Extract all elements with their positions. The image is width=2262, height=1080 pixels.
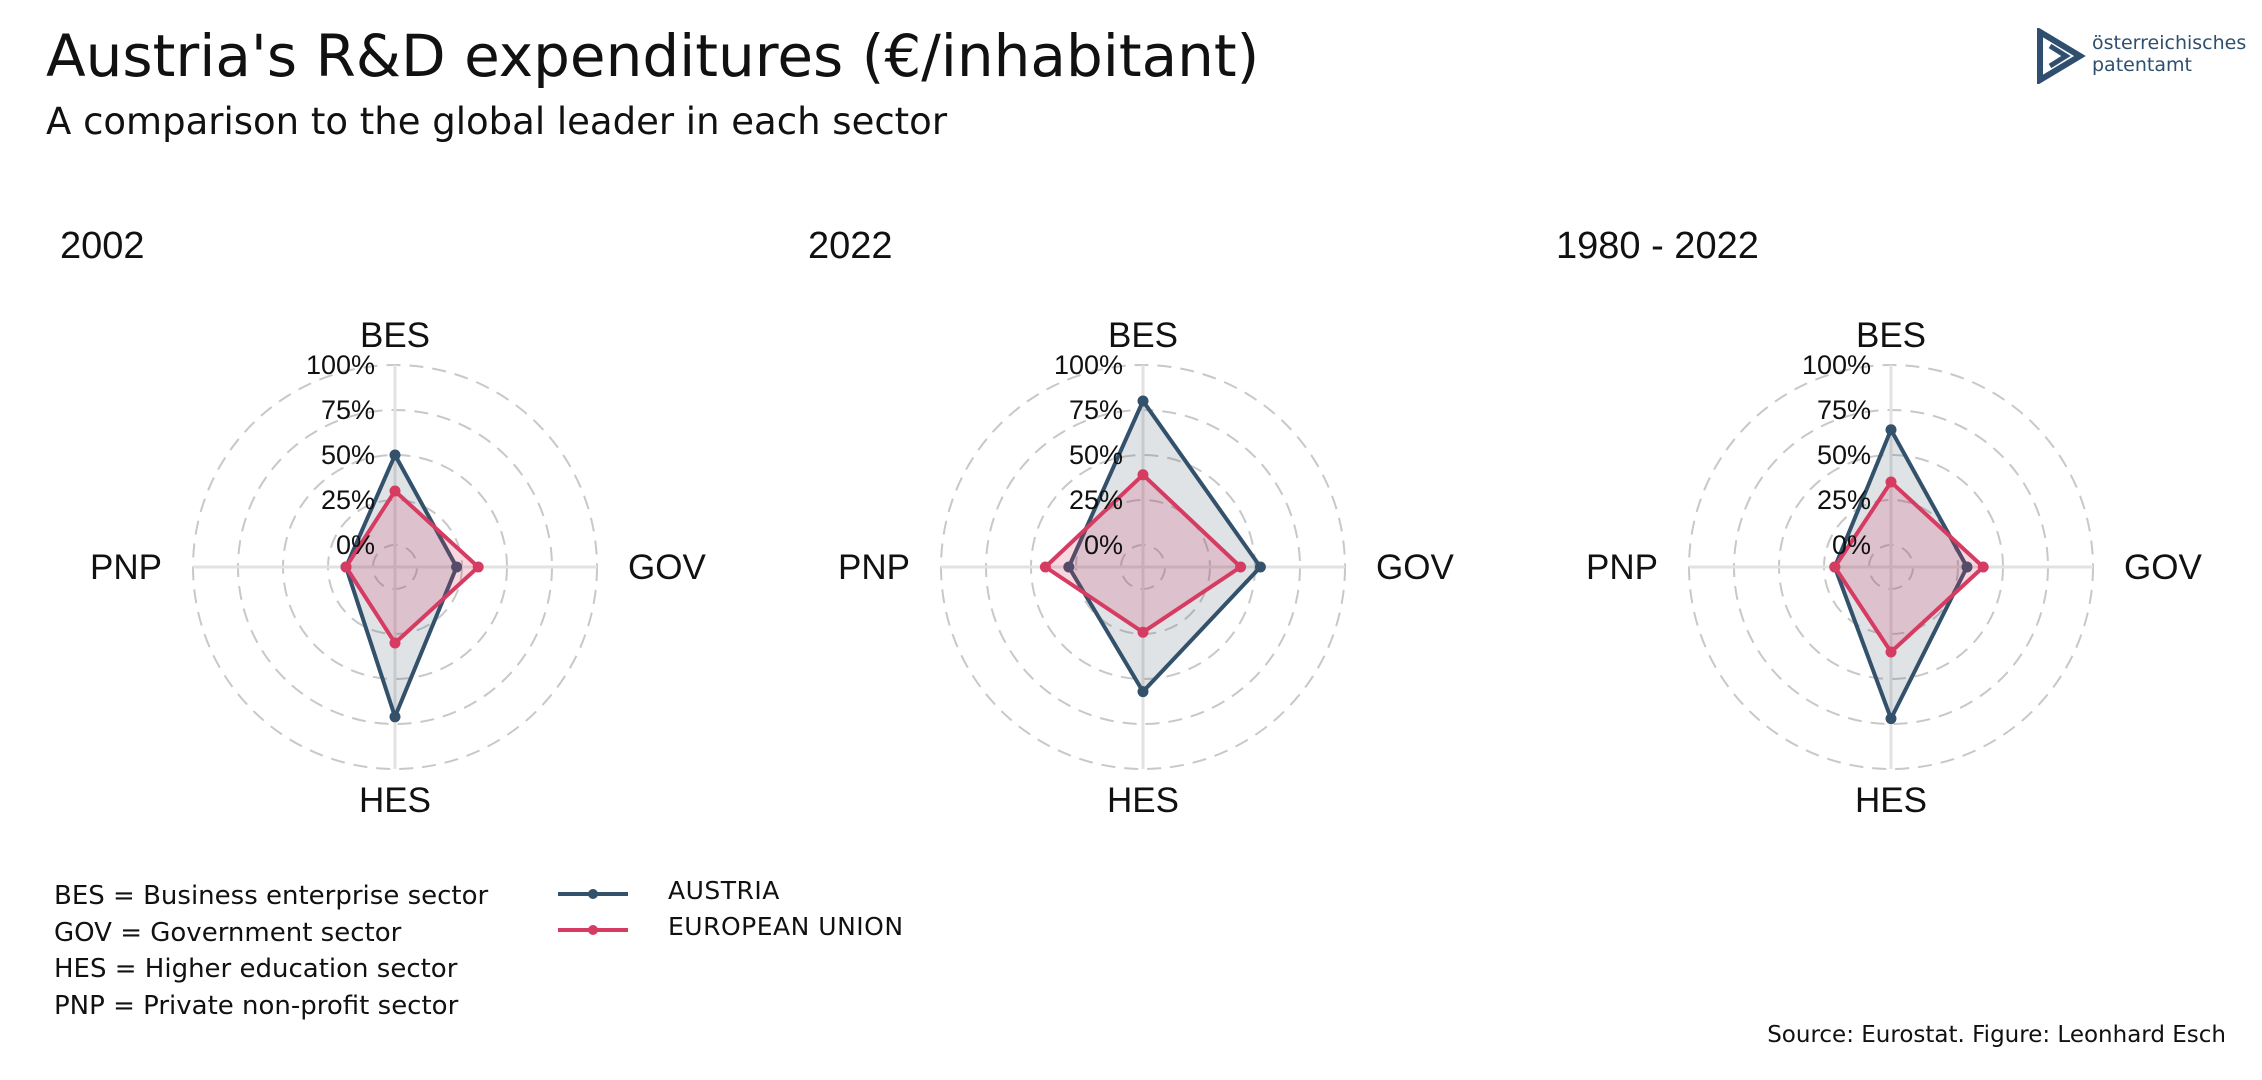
radar-charts: 20020%25%50%75%100%BESGOVHESPNP20220%25%… xyxy=(60,225,2202,820)
data-point-austria-gov xyxy=(1961,561,1973,573)
chart-title: 2002 xyxy=(60,225,145,267)
patent-office-logo: österreichisches patentamt xyxy=(2036,28,2246,90)
tick-label: 50% xyxy=(321,440,375,470)
source-note: Source: Eurostat. Figure: Leonhard Esch xyxy=(1767,1022,2226,1048)
tick-label: 50% xyxy=(1817,440,1871,470)
tick-label: 100% xyxy=(306,350,375,380)
data-point-eu-bes xyxy=(389,485,401,497)
chart-title: 1980 - 2022 xyxy=(1556,225,1759,267)
chart-legend: AUSTRIA EUROPEAN UNION xyxy=(556,876,956,948)
tick-label: 50% xyxy=(1069,440,1123,470)
data-point-eu-pnp xyxy=(1039,561,1051,573)
legend-swatch-austria xyxy=(558,889,628,899)
data-point-eu-gov xyxy=(1977,561,1989,573)
legend-item-austria: AUSTRIA xyxy=(556,876,956,912)
legend-item-eu: EUROPEAN UNION xyxy=(556,912,956,948)
legend-label-austria: AUSTRIA xyxy=(668,876,780,905)
data-point-austria-hes xyxy=(1885,713,1897,725)
definition-gov: GOV = Government sector xyxy=(54,917,402,948)
tick-label: 75% xyxy=(1069,395,1123,425)
axis-label-pnp: PNP xyxy=(90,548,162,587)
radar-chart-1: 2002 0% 25% 50% 75% 100%BES GOV HES PNP xyxy=(60,225,706,820)
axis-label-gov: GOV xyxy=(628,548,706,587)
tick-label: 75% xyxy=(321,395,375,425)
tick-label: 0% xyxy=(1084,530,1123,560)
data-point-austria-bes xyxy=(1137,395,1149,407)
axis-label-gov: GOV xyxy=(1376,548,1454,587)
sector-definitions: BES = Business enterprise sector GOV = G… xyxy=(54,878,488,1024)
data-point-austria-gov xyxy=(1254,561,1266,573)
data-point-eu-pnp xyxy=(340,561,352,573)
axis-label-pnp: PNP xyxy=(1586,548,1658,587)
data-point-eu-bes xyxy=(1885,476,1897,488)
tick-label: 0% xyxy=(336,530,375,560)
legend-label-eu: EUROPEAN UNION xyxy=(668,912,904,941)
page-subtitle: A comparison to the global leader in eac… xyxy=(46,100,948,143)
data-point-austria-gov xyxy=(451,561,463,573)
axis-label-gov: GOV xyxy=(2124,548,2202,587)
axis-label-hes: HES xyxy=(1107,781,1179,820)
data-point-austria-bes xyxy=(389,449,401,461)
definition-pnp: PNP = Private non-profit sector xyxy=(54,990,459,1021)
axis-label-pnp: PNP xyxy=(838,548,910,587)
data-point-eu-hes xyxy=(1137,626,1149,638)
definition-bes: BES = Business enterprise sector xyxy=(54,881,489,911)
data-point-austria-hes xyxy=(389,711,401,723)
radar-chart-2: 2022 0% 25% 50% 75% 100%BES GOV HES PNP xyxy=(808,225,1454,820)
data-point-eu-hes xyxy=(389,637,401,649)
logo-text-line1: österreichisches xyxy=(2092,32,2247,54)
legend-swatch-eu xyxy=(558,925,628,935)
definition-hes: HES = Higher education sector xyxy=(54,954,458,984)
data-point-austria-bes xyxy=(1885,424,1897,436)
logo-text-line2: patentamt xyxy=(2092,54,2192,76)
data-point-austria-pnp xyxy=(1063,561,1075,573)
tick-label: 75% xyxy=(1817,395,1871,425)
axis-label-bes: BES xyxy=(1856,316,1926,355)
chart-title: 2022 xyxy=(808,225,893,267)
data-point-eu-bes xyxy=(1137,469,1149,481)
axis-label-hes: HES xyxy=(1855,781,1927,820)
tick-label: 25% xyxy=(321,485,375,515)
data-point-eu-pnp xyxy=(1829,561,1841,573)
axis-label-bes: BES xyxy=(360,316,430,355)
logo-triangle-icon xyxy=(2037,28,2086,84)
tick-label: 100% xyxy=(1054,350,1123,380)
tick-label: 100% xyxy=(1802,350,1871,380)
data-point-eu-hes xyxy=(1885,646,1897,658)
tick-label: 0% xyxy=(1832,530,1871,560)
data-point-eu-gov xyxy=(472,561,484,573)
tick-label: 25% xyxy=(1817,485,1871,515)
axis-label-hes: HES xyxy=(359,781,431,820)
radar-chart-3: 1980 - 2022 0% 25% 50% 75% 100%BES GOV HES PNP xyxy=(1556,225,2202,820)
data-point-eu-gov xyxy=(1235,561,1247,573)
tick-label: 25% xyxy=(1069,485,1123,515)
data-point-austria-hes xyxy=(1137,686,1149,698)
page-title: Austria's R&D expenditures (€/inhabitant… xyxy=(46,22,1260,90)
axis-label-bes: BES xyxy=(1108,316,1178,355)
